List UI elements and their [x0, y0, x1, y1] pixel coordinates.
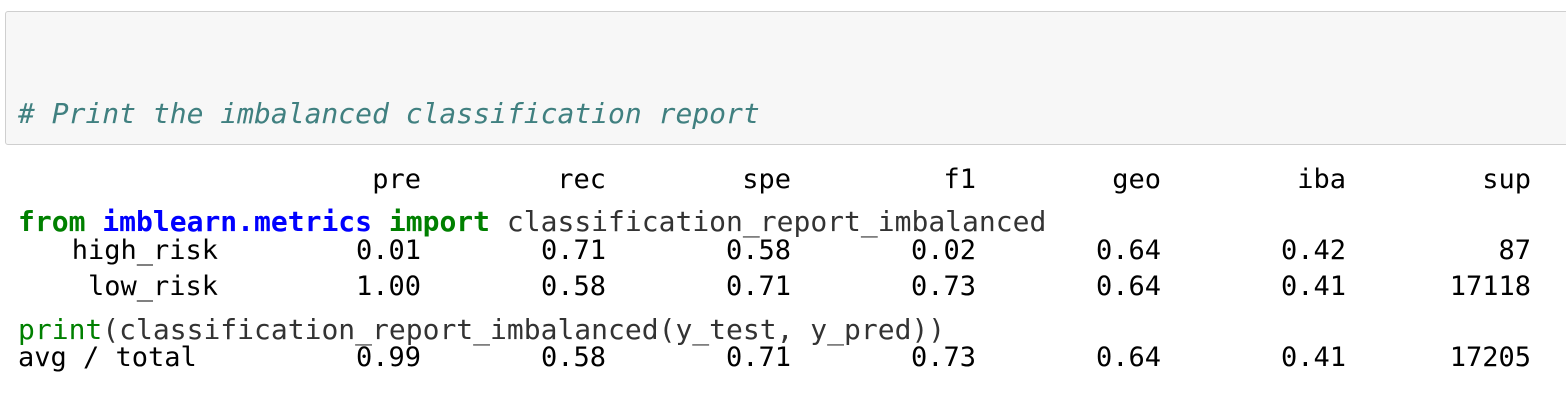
- cell-pre: 1.00: [355, 271, 421, 302]
- report-row-high-risk: high_risk 0.01 0.71 0.58 0.02 0.64 0.42 …: [18, 233, 1538, 269]
- cell-sup: 87: [1498, 235, 1531, 266]
- module-name: imblearn.metrics: [102, 205, 373, 238]
- blank-line: [18, 198, 1538, 233]
- cell-rec: 0.58: [540, 271, 606, 302]
- keyword-import: import: [388, 205, 491, 238]
- cell-spe: 0.58: [725, 235, 791, 266]
- header-sup: sup: [1482, 164, 1531, 195]
- cell-f1: 0.73: [910, 342, 976, 373]
- row-label: low_risk: [87, 271, 218, 302]
- keyword-from: from: [18, 205, 86, 238]
- cell-geo: 0.64: [1095, 235, 1161, 266]
- code-cell-input[interactable]: [5, 11, 1566, 145]
- code-comment: # Print the imbalanced classification re…: [18, 97, 760, 130]
- code-line-comment: # Print the imbalanced classification re…: [18, 96, 1046, 132]
- header-pre: pre: [372, 164, 421, 195]
- header-f1: f1: [943, 164, 976, 195]
- cell-rec: 0.71: [540, 235, 606, 266]
- cell-pre: 0.01: [355, 235, 421, 266]
- report-row-total: avg / total 0.99 0.58 0.71 0.73 0.64 0.4…: [18, 340, 1538, 376]
- cell-pre: 0.99: [355, 342, 421, 373]
- row-label: avg / total: [18, 342, 197, 373]
- builtin-print: print: [18, 313, 103, 346]
- cell-f1: 0.73: [910, 271, 976, 302]
- cell-geo: 0.64: [1095, 271, 1161, 302]
- cell-iba: 0.41: [1280, 342, 1346, 373]
- header-iba: iba: [1297, 164, 1346, 195]
- cell-geo: 0.64: [1095, 342, 1161, 373]
- code-line-print: print(classification_report_imbalanced(y…: [18, 312, 1046, 348]
- blank-line: [18, 305, 1538, 340]
- cell-spe: 0.71: [725, 271, 791, 302]
- cell-sup: 17118: [1449, 271, 1531, 302]
- print-args: (classification_report_imbalanced(y_test…: [102, 313, 946, 346]
- header-spe: spe: [742, 164, 791, 195]
- cell-output: pre rec spe f1 geo iba sup high_risk 0.0…: [18, 162, 1538, 376]
- cell-spe: 0.71: [725, 342, 791, 373]
- cell-sup: 17205: [1449, 342, 1531, 373]
- header-rec: rec: [557, 164, 606, 195]
- cell-iba: 0.42: [1280, 235, 1346, 266]
- cell-f1: 0.02: [910, 235, 976, 266]
- cell-iba: 0.41: [1280, 271, 1346, 302]
- report-row-low-risk: low_risk 1.00 0.58 0.71 0.73 0.64 0.41 1…: [18, 269, 1538, 305]
- imported-name: classification_report_imbalanced: [490, 205, 1047, 238]
- code-line-import: from imblearn.metrics import classificat…: [18, 204, 1046, 240]
- code-editor[interactable]: # Print the imbalanced classification re…: [18, 24, 1046, 384]
- header-geo: geo: [1112, 164, 1161, 195]
- report-header-row: pre rec spe f1 geo iba sup: [18, 162, 1538, 198]
- cell-rec: 0.58: [540, 342, 606, 373]
- row-label: high_risk: [71, 235, 218, 266]
